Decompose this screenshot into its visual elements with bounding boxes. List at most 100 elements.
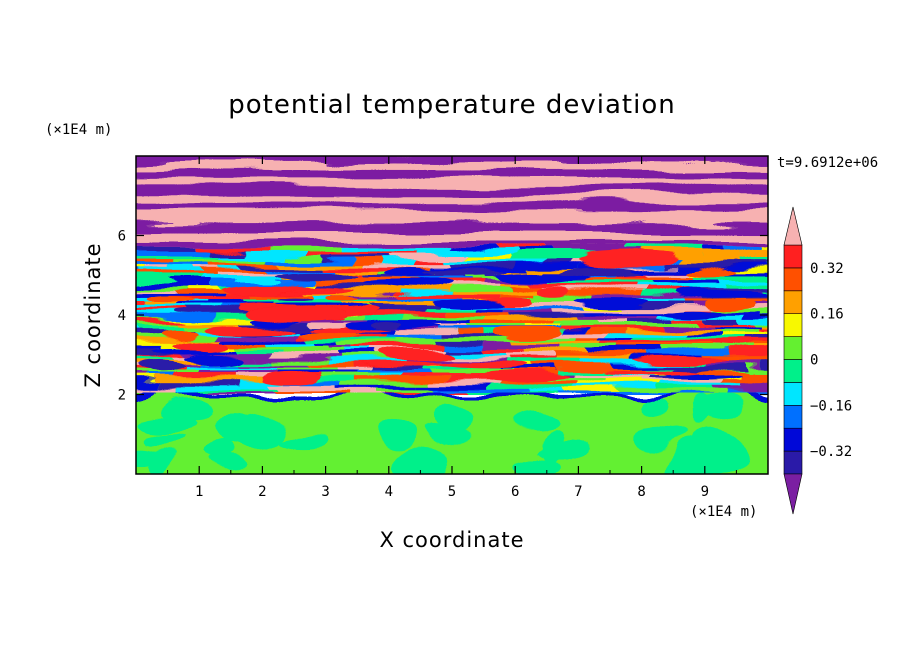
field-cell xyxy=(619,386,727,392)
field-cell xyxy=(589,276,697,281)
field-cell xyxy=(512,340,605,345)
field-cell xyxy=(397,293,498,299)
field-cell xyxy=(558,354,633,360)
field-cell xyxy=(617,272,648,277)
field-cell xyxy=(564,344,621,349)
field-cell xyxy=(509,311,582,317)
field-cell xyxy=(284,379,343,385)
field-cell xyxy=(747,361,768,367)
field-cell xyxy=(744,315,768,320)
x-tick-label: 5 xyxy=(448,484,456,500)
field-cell xyxy=(336,340,434,345)
field-cell xyxy=(136,383,176,388)
field-cell xyxy=(211,279,315,285)
field-cell xyxy=(483,340,513,345)
field-cell xyxy=(640,297,685,302)
field-cell xyxy=(548,333,606,338)
field-cell xyxy=(414,258,445,263)
field-cell xyxy=(246,293,312,299)
field-cell xyxy=(464,272,485,277)
field-cell xyxy=(401,290,454,295)
field-cell xyxy=(219,333,296,338)
field-cell xyxy=(170,318,265,324)
field-blob xyxy=(676,287,710,297)
field-blob xyxy=(378,348,455,361)
field-cell xyxy=(232,372,281,378)
field-cell xyxy=(268,383,338,388)
field-cell xyxy=(502,283,532,288)
field-cell xyxy=(136,322,181,328)
field-cell xyxy=(274,365,338,370)
field-blob xyxy=(576,297,649,306)
field-blob xyxy=(638,266,703,273)
field-cell xyxy=(136,311,190,317)
field-cell xyxy=(145,265,169,270)
field-cell xyxy=(466,254,510,260)
field-cell xyxy=(291,254,325,260)
field-lower-blob xyxy=(702,398,752,424)
field-lower-blob xyxy=(144,429,173,442)
field-cell xyxy=(276,386,380,392)
field-cell xyxy=(231,386,277,392)
field-cell xyxy=(136,308,188,313)
field-cell xyxy=(474,318,548,324)
field-cell xyxy=(761,390,768,395)
colorbar-extend-high xyxy=(783,206,803,246)
field-blob xyxy=(635,357,731,362)
field-cell xyxy=(332,293,398,299)
field-cell xyxy=(187,308,256,313)
field-cell xyxy=(269,301,342,306)
field-cell xyxy=(309,361,353,367)
field-cell xyxy=(647,272,693,277)
field-cell xyxy=(356,311,449,317)
field-cell xyxy=(213,251,249,256)
x-tick-label: 6 xyxy=(511,484,519,500)
field-cell xyxy=(337,365,370,370)
field-cell xyxy=(711,326,759,331)
field-cell xyxy=(136,376,155,381)
field-blob xyxy=(362,281,424,287)
field-lower-blob xyxy=(694,436,747,464)
field-cell xyxy=(136,251,214,256)
field-cell xyxy=(138,268,202,274)
field-cell xyxy=(343,247,447,252)
field-cell xyxy=(696,276,768,281)
colorbar-segment xyxy=(783,450,803,475)
colorbar-segment xyxy=(783,244,803,269)
field-cell xyxy=(555,322,604,328)
colorbar-segment xyxy=(783,336,803,360)
field-cell xyxy=(378,372,400,378)
field-cell xyxy=(386,333,442,338)
field-cell xyxy=(556,351,647,356)
field-blob xyxy=(689,266,740,278)
chart-title: potential temperature deviation xyxy=(228,90,675,120)
field-cell xyxy=(136,336,225,342)
field-cell xyxy=(322,265,396,270)
field-cell xyxy=(581,311,687,317)
field-cell xyxy=(709,308,768,313)
field-cell xyxy=(554,251,645,256)
field-cell xyxy=(136,261,212,267)
field-blob xyxy=(136,320,190,325)
field-cell xyxy=(531,326,557,331)
field-cell xyxy=(304,336,397,342)
field-cell xyxy=(136,315,217,320)
field-cell xyxy=(531,265,594,270)
field-lower-blob xyxy=(280,432,328,446)
field-cell xyxy=(342,379,435,385)
field-band xyxy=(136,167,768,178)
field-cell xyxy=(269,351,338,356)
field-cell xyxy=(363,261,451,267)
field-cell xyxy=(729,351,768,356)
field-cell xyxy=(154,376,256,381)
field-cell xyxy=(703,318,739,324)
field-cell xyxy=(706,311,762,317)
field-blob xyxy=(324,294,362,302)
field-cell xyxy=(625,308,684,313)
field-cell xyxy=(214,272,283,277)
field-cell xyxy=(280,347,344,353)
heatmap-plot-area xyxy=(136,156,768,474)
field-cell xyxy=(149,301,179,306)
field-cell xyxy=(136,351,139,356)
